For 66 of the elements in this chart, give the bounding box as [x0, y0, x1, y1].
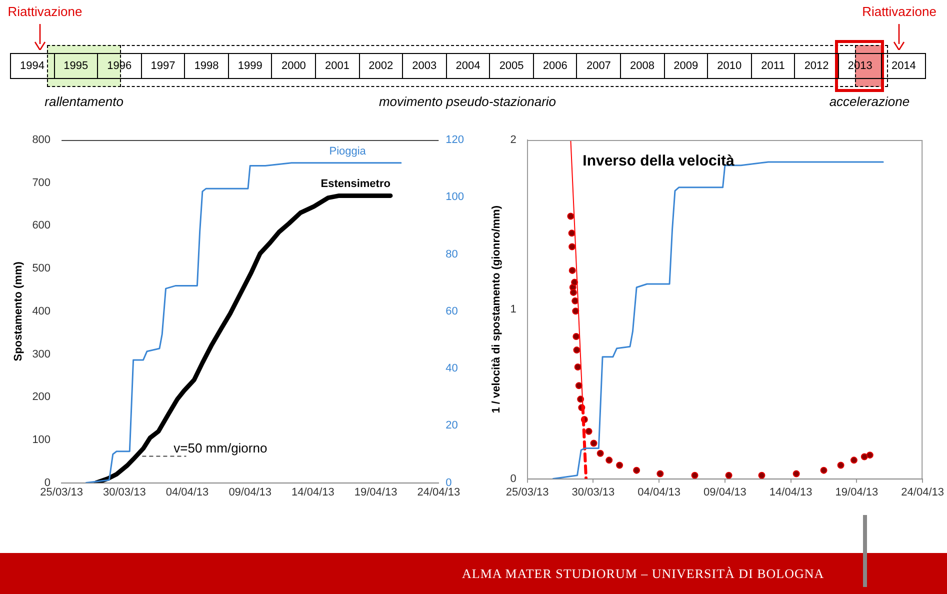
y2-tick-label: 60	[446, 305, 458, 318]
y-axis-title: 1 / velocità di spostamento (gionro/mm)	[490, 205, 503, 414]
x-tick-label: 1998	[184, 53, 229, 79]
legend-label: rallentamento	[44, 94, 124, 109]
x-tick-label: 09/04/13	[704, 486, 746, 498]
x-tick-label: 14/04/13	[292, 486, 334, 498]
x-tick-label: 14/04/13	[769, 486, 812, 498]
x-tick-label: 2001	[315, 53, 360, 79]
y-tick-label: 0	[510, 472, 516, 485]
y-tick-label: 2	[510, 134, 516, 146]
x-tick-label: 1996	[97, 53, 142, 79]
ref-line-label: Riattivazione	[862, 4, 936, 19]
y-tick-label: 700	[32, 176, 51, 189]
y2-tick-label: 0	[446, 476, 452, 489]
y-tick-label: 0	[44, 476, 51, 489]
x-tick-label: 2005	[489, 53, 534, 79]
x-tick-label: 2008	[620, 53, 665, 79]
y-tick-label: 200	[32, 391, 51, 404]
series-label: Estensimetro	[320, 178, 391, 190]
x-tick-label: 25/03/13	[40, 486, 83, 498]
y2-tick-label: 20	[446, 420, 458, 432]
x-tick-label: 19/04/13	[835, 486, 878, 498]
x-tick-label: 2013	[838, 53, 882, 79]
x-tick-label: 24/04/13	[417, 486, 460, 498]
x-tick-label: 2003	[402, 53, 447, 79]
x-tick-label: 25/03/13	[506, 486, 549, 498]
y-axis-title: Spostamento (mm)	[12, 261, 25, 362]
annotation: v=50 mm/giorno	[174, 440, 268, 456]
y2-tick-label: 120	[446, 134, 464, 146]
y-tick-label: 100	[32, 434, 51, 446]
x-tick-label: 04/04/13	[638, 486, 680, 498]
x-tick-label: 2011	[750, 53, 796, 79]
x-tick-label: 1999	[228, 53, 272, 79]
x-tick-label: 2012	[794, 53, 839, 79]
x-tick-label: 2009	[664, 53, 708, 79]
y-tick-label: 600	[32, 220, 51, 232]
x-tick-label: 1994	[10, 53, 55, 79]
x-tick-label: 2014	[881, 53, 926, 79]
y2-tick-label: 40	[446, 362, 458, 375]
text: ALMA MATER STUDIORUM – UNIVERSITÀ DI BOLOGNA	[462, 566, 824, 582]
ref-line-label: Riattivazione	[8, 4, 82, 19]
x-tick-label: 1995	[54, 53, 98, 79]
x-tick-label: 2000	[271, 53, 316, 79]
x-tick-label: 1997	[140, 53, 186, 79]
y-tick-label: 400	[32, 305, 51, 318]
x-tick-label: 2004	[446, 53, 490, 79]
x-tick-label: 30/03/13	[102, 486, 146, 498]
series-label: Pioggia	[329, 145, 367, 158]
y2-tick-label: 80	[446, 248, 458, 260]
legend-label: movimento pseudo-stazionario	[378, 94, 556, 109]
x-tick-label: 04/04/13	[166, 486, 209, 498]
x-tick-label: 2007	[576, 53, 621, 79]
legend-label: accelerazione	[829, 94, 910, 109]
x-tick-label: 09/04/13	[228, 486, 272, 498]
text: Inverso della velocità	[582, 152, 736, 170]
x-tick-label: 24/04/13	[901, 486, 944, 498]
y-tick-label: 500	[32, 262, 51, 275]
x-tick-label: 19/04/13	[354, 486, 398, 498]
x-tick-label: 2010	[707, 53, 752, 79]
y2-tick-label: 100	[446, 191, 464, 204]
y-tick-label: 300	[32, 348, 51, 360]
x-tick-label: 2002	[358, 53, 404, 79]
y-tick-label: 800	[32, 134, 51, 146]
x-tick-label: 30/03/13	[572, 486, 615, 498]
y-tick-label: 1	[510, 303, 516, 316]
x-tick-label: 2006	[532, 53, 578, 79]
